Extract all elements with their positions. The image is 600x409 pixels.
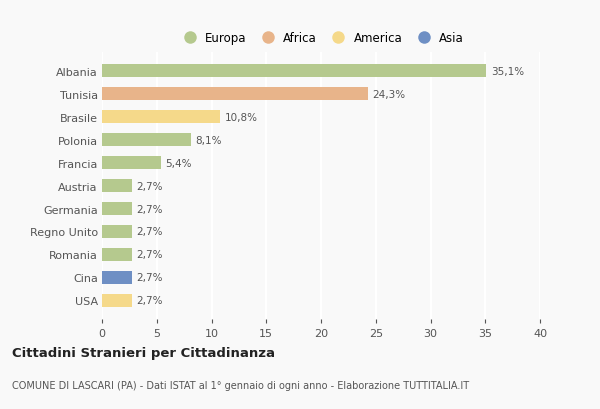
Bar (102, 65, 487, 78)
Bar (102, 134, 191, 146)
Bar (102, 111, 220, 124)
Text: 10,8%: 10,8% (224, 112, 257, 122)
Text: 5,4%: 5,4% (166, 158, 192, 168)
Bar (102, 88, 368, 101)
Bar (102, 272, 131, 284)
Text: 2,7%: 2,7% (136, 227, 163, 237)
Bar (102, 249, 131, 261)
Legend: Europa, Africa, America, Asia: Europa, Africa, America, Asia (173, 27, 469, 49)
Text: 2,7%: 2,7% (136, 204, 163, 214)
Bar (102, 203, 131, 215)
Text: COMUNE DI LASCARI (PA) - Dati ISTAT al 1° gennaio di ogni anno - Elaborazione TU: COMUNE DI LASCARI (PA) - Dati ISTAT al 1… (12, 380, 469, 391)
Text: 2,7%: 2,7% (136, 296, 163, 306)
Bar (102, 157, 161, 169)
Bar (102, 226, 131, 238)
Text: 24,3%: 24,3% (373, 90, 406, 99)
Text: 2,7%: 2,7% (136, 273, 163, 283)
Text: 2,7%: 2,7% (136, 181, 163, 191)
Text: Cittadini Stranieri per Cittadinanza: Cittadini Stranieri per Cittadinanza (12, 346, 275, 359)
Bar (102, 294, 131, 307)
Text: 8,1%: 8,1% (195, 135, 221, 145)
Bar (102, 180, 131, 192)
Text: 2,7%: 2,7% (136, 250, 163, 260)
Text: 35,1%: 35,1% (491, 67, 524, 76)
